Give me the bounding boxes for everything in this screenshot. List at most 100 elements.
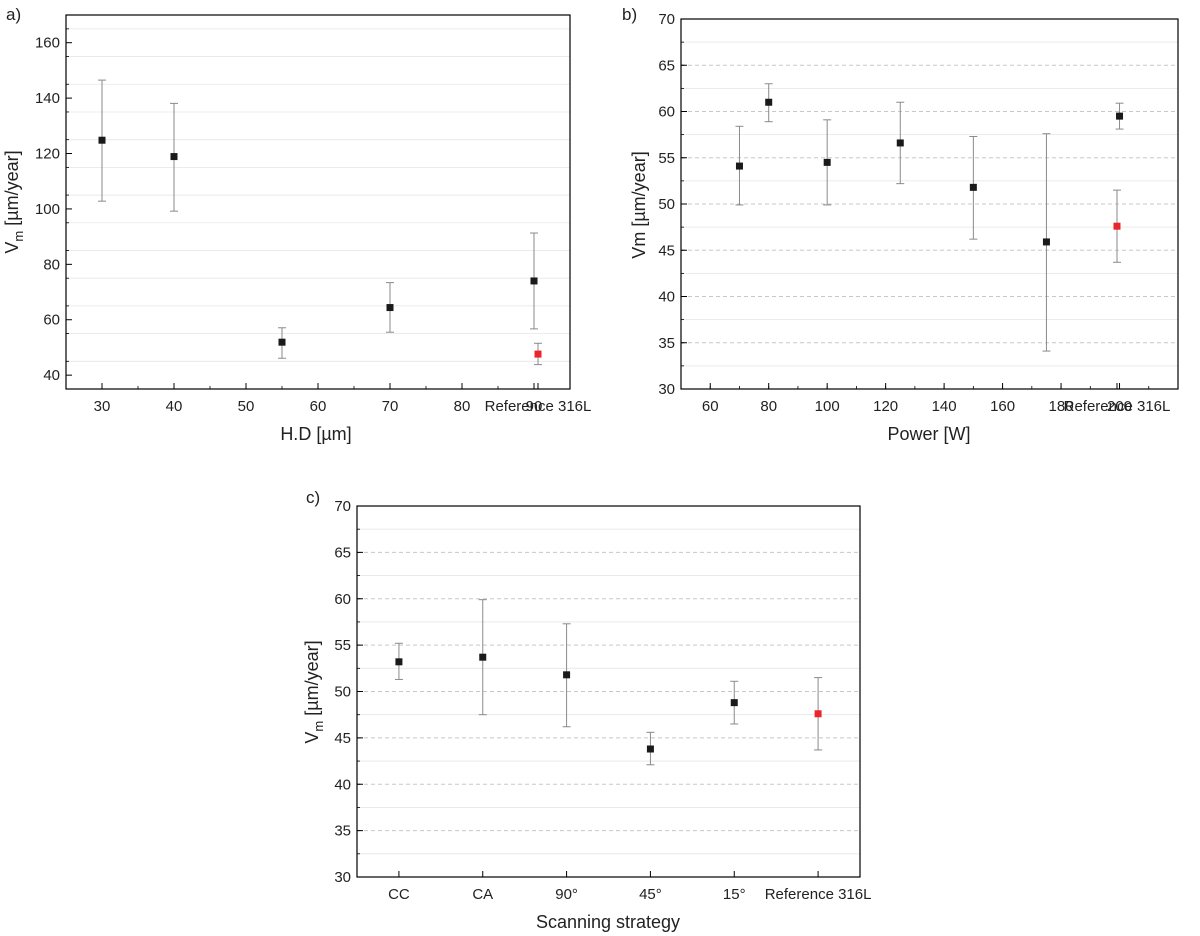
x-tick-label-panel-c: CC	[388, 886, 410, 903]
panel-a-plot-frame	[65, 14, 571, 390]
y-tick-label-panel-b: 40	[658, 289, 675, 306]
panel-c-y-label-main: V	[302, 732, 322, 744]
data-marker-panel-c	[395, 658, 403, 666]
y-tick-label-panel-c: 65	[334, 544, 351, 561]
x-tick-label-panel-a: 30	[94, 398, 111, 415]
y-tick-label-panel-a: 160	[35, 35, 60, 52]
panel-b-y-axis-label: Vm [µm/year]	[629, 151, 649, 258]
panel-c: c) CC CA 90° 45° 15° Reference 316L 30 35 40 45 5…	[302, 488, 871, 932]
y-tick-label-panel-c: 30	[334, 869, 351, 886]
y-tick-label-panel-c: 70	[334, 498, 351, 515]
panel-a-y-label-main: V	[2, 242, 22, 254]
y-tick-label-panel-b: 70	[658, 11, 675, 28]
y-tick-label-panel-a: 40	[43, 367, 60, 384]
data-marker-panel-b	[735, 162, 743, 170]
reference-marker-panel-b	[1113, 222, 1121, 230]
reference-marker-panel-c	[814, 710, 822, 718]
x-tick-label-panel-b: 60	[702, 398, 719, 415]
y-tick-label-panel-b: 55	[658, 150, 675, 167]
data-marker-panel-c	[479, 653, 487, 661]
data-marker-panel-b	[823, 158, 831, 166]
panel-a-y-label-sub: m	[11, 231, 26, 242]
data-marker-panel-b	[1042, 238, 1050, 246]
panel-b-errorbars	[735, 83, 1124, 352]
x-tick-label-reference-panel-a: Reference 316L	[485, 398, 592, 415]
panel-b-markers	[735, 98, 1124, 246]
data-marker-panel-b	[969, 183, 977, 191]
y-tick-label-panel-b: 35	[658, 335, 675, 352]
data-marker-panel-a	[386, 304, 394, 312]
x-tick-label-panel-c: CA	[472, 886, 493, 903]
x-tick-label-panel-c: 45°	[639, 886, 662, 903]
data-marker-panel-a	[98, 136, 106, 144]
y-tick-label-panel-a: 60	[43, 312, 60, 329]
panel-b-grid	[681, 41, 1178, 367]
y-tick-label-panel-b: 60	[658, 104, 675, 121]
data-marker-panel-c	[730, 699, 738, 707]
panel-c-label: c)	[306, 488, 320, 507]
x-tick-label-panel-a: 40	[166, 398, 183, 415]
panel-a-errorbars	[98, 79, 542, 366]
panel-a-x-axis-label: H.D [µm]	[280, 424, 351, 444]
x-tick-label-panel-b: 160	[990, 398, 1015, 415]
panel-a-y-ticks: 40 60 80 100 120 140 160	[35, 28, 72, 390]
panel-a-label: a)	[6, 5, 21, 24]
x-tick-label-panel-a: 80	[454, 398, 471, 415]
y-tick-label-panel-c: 40	[334, 776, 351, 793]
x-tick-label-panel-a: 60	[310, 398, 327, 415]
data-marker-panel-c	[563, 671, 571, 679]
y-tick-label-panel-b: 45	[658, 242, 675, 259]
data-marker-panel-c	[646, 745, 654, 753]
panel-b-x-axis-label: Power [W]	[887, 424, 970, 444]
x-tick-label-panel-b: 180	[1049, 398, 1074, 415]
x-tick-label-panel-a: 50	[238, 398, 255, 415]
x-tick-label-panel-b: 80	[760, 398, 777, 415]
reference-marker-panel-a	[534, 350, 542, 358]
data-marker-panel-a	[278, 338, 286, 346]
panel-c-x-axis-label: Scanning strategy	[536, 912, 680, 932]
panel-c-y-label-sub: m	[311, 721, 326, 732]
panel-a-markers	[98, 136, 542, 358]
y-tick-label-panel-c: 35	[334, 823, 351, 840]
x-tick-label-panel-b: 120	[873, 398, 898, 415]
panel-c-errorbars	[394, 599, 823, 766]
panel-a-grid	[66, 28, 570, 362]
y-tick-label-panel-c: 50	[334, 684, 351, 701]
y-tick-label-panel-b: 30	[658, 381, 675, 398]
panel-b-y-ticks: 30 35 40 45 50 55 60 65 70	[658, 11, 687, 398]
y-tick-label-panel-c: 55	[334, 637, 351, 654]
y-tick-label-panel-b: 65	[658, 57, 675, 74]
x-tick-label-panel-b: 100	[815, 398, 840, 415]
panel-c-y-label-rest: [µm/year]	[302, 640, 322, 720]
panel-c-y-ticks: 30 35 40 45 50 55 60 65 70	[334, 498, 363, 886]
y-tick-label-panel-c: 45	[334, 730, 351, 747]
panel-a-y-label-rest: [µm/year]	[2, 150, 22, 230]
y-tick-label-panel-a: 120	[35, 146, 60, 163]
x-tick-label-panel-a: 90	[526, 398, 543, 415]
data-marker-panel-a	[170, 153, 178, 161]
panel-c-y-axis-label: Vm [µm/year]	[302, 640, 326, 743]
x-tick-label-panel-c: 15°	[723, 886, 746, 903]
panel-c-markers	[395, 653, 822, 753]
x-tick-label-panel-b: 200	[1107, 398, 1132, 415]
panel-a-y-axis-label: Vm [µm/year]	[2, 150, 26, 253]
data-marker-panel-a	[530, 277, 538, 285]
panel-c-x-ticks: CC CA 90° 45° 15° Reference 316L	[388, 871, 871, 903]
x-tick-label-panel-b: 140	[932, 398, 957, 415]
y-tick-label-panel-c: 60	[334, 591, 351, 608]
y-tick-label-panel-a: 80	[43, 256, 60, 273]
x-tick-label-panel-c: 90°	[555, 886, 578, 903]
panel-b-label: b)	[622, 5, 637, 24]
panel-c-grid	[357, 528, 860, 855]
x-tick-label-panel-a: 70	[382, 398, 399, 415]
x-tick-label-reference-panel-b: Reference 316L	[1064, 398, 1171, 415]
data-marker-panel-b	[765, 98, 773, 106]
data-marker-panel-b	[1116, 112, 1124, 120]
y-tick-label-panel-b: 50	[658, 196, 675, 213]
y-tick-label-panel-a: 100	[35, 201, 60, 218]
